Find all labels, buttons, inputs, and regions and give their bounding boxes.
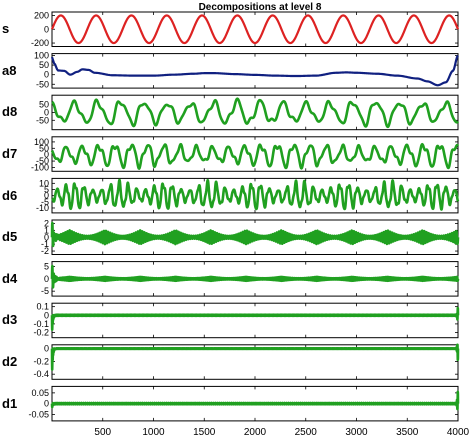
panel-label: s	[2, 21, 10, 37]
panel-d8: 500-50	[36, 94, 459, 131]
panel-d2: 0 -0.2 -0.4	[33, 343, 460, 380]
y-tick-label: -0.05	[28, 409, 49, 419]
y-tick-label: -50	[36, 115, 49, 125]
panel-label: d4	[2, 270, 18, 286]
y-tick-label: 200	[34, 10, 49, 20]
y-tick-label: 5	[44, 184, 49, 194]
y-tick-label: -5	[41, 286, 49, 296]
y-tick-label: -0.4	[33, 369, 49, 379]
series-line-d8	[51, 97, 459, 129]
y-tick-label: 100	[34, 51, 49, 61]
series-line-d4	[50, 264, 460, 289]
y-tick-label: 5	[44, 262, 49, 272]
y-tick-label: 0	[44, 310, 49, 320]
x-axis: 500 1000 1500 2000 2500 3000 3500 4000	[94, 427, 469, 438]
series-line-s	[50, 14, 460, 45]
panel-frame	[51, 11, 459, 47]
y-tick-label: 0	[44, 344, 49, 354]
y-tick-label: -0.2	[33, 356, 49, 366]
panel-label: d7	[2, 146, 18, 162]
panel-label: d6	[2, 187, 18, 203]
y-tick-label: 0.1	[36, 302, 49, 312]
y-tick-label: 1	[44, 225, 49, 235]
x-tick-label: 2500	[295, 427, 318, 438]
y-tick-label: -0.1	[33, 319, 49, 329]
series-line-a8	[50, 54, 459, 87]
y-tick-label: 50	[39, 143, 49, 153]
y-tick-label: -50	[36, 79, 49, 89]
y-tick-label: -1	[41, 239, 49, 249]
panel-label: a8	[2, 62, 17, 78]
x-tick-label: 1000	[142, 427, 165, 438]
y-tick-label: 0.05	[31, 388, 49, 398]
y-tick-label: 0	[44, 232, 49, 242]
x-tick-label: 1500	[193, 427, 216, 438]
y-tick-label: 0	[44, 107, 49, 117]
panel-frame	[51, 53, 459, 89]
series-line-d2	[50, 343, 460, 371]
x-tick-label: 500	[94, 427, 111, 438]
panel-label: d2	[2, 354, 18, 370]
panel-label: d3	[2, 312, 18, 328]
y-tick-label: 0	[44, 24, 49, 34]
chart-title: Decompositions at level 8	[199, 2, 322, 13]
x-tick-label: 3000	[345, 427, 368, 438]
panel-s: 200 0 -200	[31, 10, 460, 48]
y-tick-label: 0	[44, 399, 49, 409]
panel-frame	[51, 136, 459, 172]
y-tick-label: 0	[44, 191, 49, 201]
y-tick-label: -200	[31, 38, 49, 48]
y-tick-label: 50	[39, 60, 49, 70]
panel-d1: 0.050-0.05	[28, 385, 460, 422]
y-tick-label: 10	[39, 178, 49, 188]
series-line-d6	[50, 178, 460, 211]
series-line-d7	[50, 142, 460, 170]
y-tick-label: -10	[36, 203, 49, 213]
panel-d4: 5 0 -5	[41, 261, 460, 297]
series-line-d1	[50, 390, 460, 411]
y-tick-label: 100	[34, 137, 49, 147]
panel-label: d5	[2, 229, 18, 245]
y-tick-label: 50	[39, 100, 49, 110]
y-tick-label: -0.2	[33, 328, 49, 338]
y-tick-label: 0	[44, 70, 49, 80]
y-tick-label: 2	[44, 218, 49, 228]
y-tick-label: -5	[41, 197, 49, 207]
series-line-d3	[50, 306, 460, 331]
y-tick-label: -50	[36, 156, 49, 166]
panels-group: 2000-200100500-50500-50100500-50-1001050…	[28, 10, 460, 422]
panel-frame	[51, 302, 459, 339]
x-tick-label: 2000	[244, 427, 267, 438]
panel-d5: 210-1-2	[41, 218, 460, 256]
y-tick-label: 0	[44, 274, 49, 284]
y-tick-label: -2	[41, 246, 49, 256]
x-tick-label: 4000	[447, 427, 470, 438]
x-tick-label: 3500	[396, 427, 419, 438]
y-tick-label: -100	[31, 162, 49, 172]
panel-label: d8	[2, 104, 18, 120]
series-line-d5	[50, 221, 460, 248]
y-tick-label: 0	[44, 150, 49, 160]
panel-label: d1	[2, 395, 18, 411]
panel-d3: 0.10-0.1-0.2	[33, 302, 460, 339]
